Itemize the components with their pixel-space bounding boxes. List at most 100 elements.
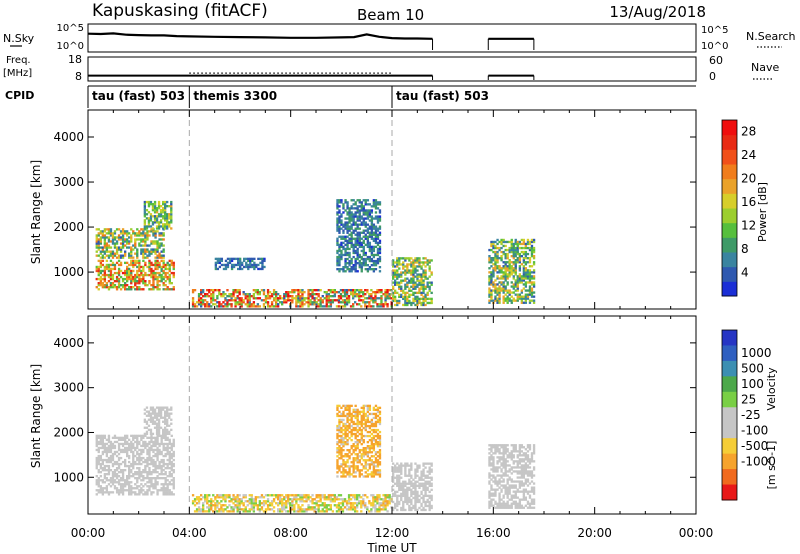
- echo-cell: [321, 494, 324, 497]
- echo-cell: [400, 279, 403, 282]
- echo-cell: [364, 203, 367, 206]
- echo-cell: [336, 255, 339, 259]
- echo-cell: [406, 281, 409, 284]
- echo-cell: [331, 498, 335, 501]
- echo-cell: [162, 232, 165, 235]
- echo-cell: [105, 242, 109, 245]
- echo-cell: [238, 494, 241, 497]
- echo-cell: [126, 481, 129, 484]
- echo-cell: [164, 493, 167, 496]
- echo-cell: [289, 502, 292, 505]
- echo-cell: [111, 436, 115, 440]
- echo-cell: [374, 414, 378, 418]
- echo-cell: [344, 426, 347, 430]
- echo-cell: [154, 454, 157, 458]
- echo-cell: [99, 456, 103, 460]
- echo-cell: [348, 213, 351, 216]
- echo-cell: [428, 267, 431, 270]
- echo-cell: [329, 494, 333, 497]
- echo-cell: [496, 246, 499, 250]
- echo-cell: [378, 245, 382, 249]
- echo-cell: [283, 496, 286, 499]
- echo-cell: [103, 469, 107, 472]
- echo-cell: [121, 469, 125, 472]
- echo-cell: [200, 508, 203, 511]
- echo-cell: [344, 434, 347, 438]
- echo-cell: [344, 475, 347, 478]
- echo-cell: [356, 205, 359, 208]
- echo-cell: [158, 444, 161, 448]
- echo-cell: [344, 262, 347, 265]
- echo-cell: [424, 490, 427, 494]
- echo-cell: [154, 267, 157, 271]
- echo-cell: [366, 406, 370, 410]
- echo-cell: [244, 297, 247, 300]
- echo-cell: [392, 269, 395, 272]
- echo-cell: [168, 282, 171, 285]
- echo-cell: [254, 496, 258, 499]
- echo-cell: [410, 289, 413, 292]
- echo-cell: [119, 288, 123, 291]
- echo-cell: [124, 464, 127, 468]
- echo-cell: [354, 213, 357, 216]
- echo-cell: [210, 502, 213, 505]
- echo-cell: [354, 502, 357, 505]
- echo-cell: [307, 508, 310, 511]
- echo-cell: [352, 293, 355, 296]
- echo-cell: [414, 484, 417, 488]
- echo-cell: [99, 269, 103, 273]
- echo-cell: [144, 491, 147, 494]
- echo-cell: [524, 263, 528, 266]
- echo-cell: [528, 269, 532, 272]
- echo-cell: [368, 297, 371, 300]
- echo-cell: [107, 434, 111, 438]
- echo-cell: [143, 211, 147, 214]
- echo-cell: [370, 299, 373, 302]
- echo-cell: [152, 464, 155, 468]
- echo-cell: [132, 436, 135, 440]
- echo-cell: [162, 487, 165, 490]
- echo-cell: [376, 221, 380, 224]
- echo-cell: [138, 261, 141, 265]
- echo-cell: [117, 481, 121, 484]
- echo-cell: [162, 238, 165, 241]
- echo-cell: [358, 227, 361, 230]
- echo-cell: [518, 259, 522, 262]
- echo-cell: [528, 291, 532, 294]
- echo-cell: [338, 209, 341, 212]
- echo-cell: [394, 303, 397, 307]
- echo-cell: [532, 281, 536, 284]
- echo-cell: [115, 487, 119, 490]
- echo-cell: [240, 500, 243, 503]
- echo-cell: [224, 494, 227, 497]
- echo-cell: [144, 252, 147, 255]
- echo-cell: [105, 273, 109, 277]
- echo-cell: [164, 217, 167, 220]
- echo-cell: [346, 247, 349, 251]
- echo-cell: [143, 227, 147, 230]
- echo-cell: [420, 303, 423, 307]
- echo-cell: [244, 508, 247, 511]
- echo-cell: [412, 267, 415, 270]
- echo-cell: [130, 271, 133, 275]
- echo-cell: [272, 291, 276, 294]
- echo-cell: [336, 264, 339, 267]
- echo-cell: [170, 207, 173, 210]
- echo-cell: [408, 263, 411, 266]
- echo-cell: [348, 241, 351, 245]
- echo-cell: [356, 247, 359, 251]
- echo-cell: [490, 271, 493, 274]
- echo-cell: [128, 464, 131, 468]
- echo-cell: [126, 489, 129, 492]
- echo-cell: [164, 452, 167, 456]
- echo-cell: [408, 500, 411, 504]
- echo-cell: [333, 295, 337, 298]
- echo-cell: [418, 257, 421, 260]
- echo-cell: [526, 238, 530, 242]
- echo-cell: [402, 492, 405, 496]
- echo-cell: [277, 502, 280, 505]
- echo-cell: [340, 475, 343, 478]
- echo-cell: [508, 265, 511, 268]
- echo-cell: [394, 466, 397, 469]
- echo-cell: [342, 418, 345, 422]
